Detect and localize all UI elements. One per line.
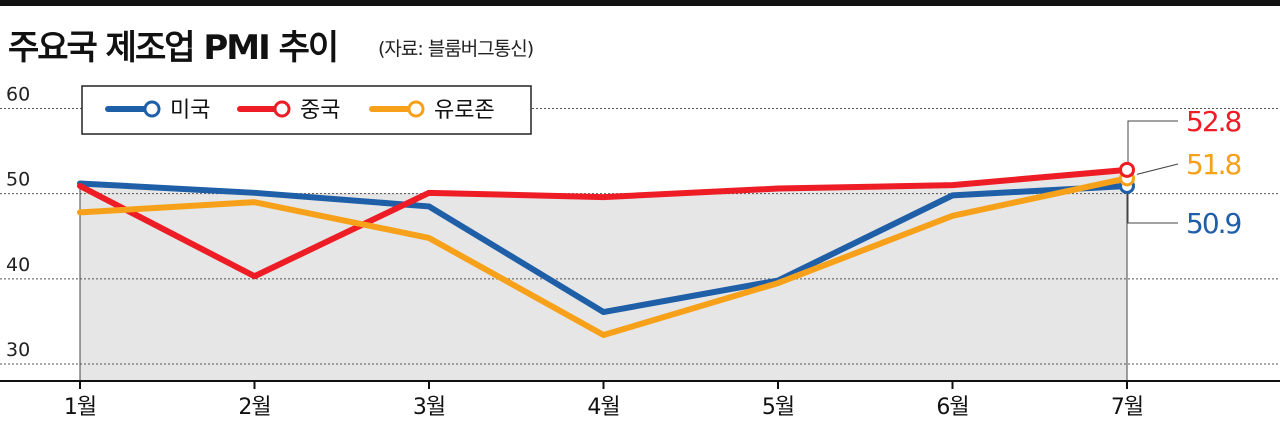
y-tick-label-40: 40 — [6, 254, 30, 276]
chart-source: (자료: 블룸버그통신) — [378, 38, 534, 60]
legend-marker-2 — [407, 100, 425, 118]
chart-title: 주요국 제조업 PMI 추이 — [8, 28, 339, 68]
end-value-label-1: 52.8 — [1186, 105, 1241, 138]
legend-marker-0 — [143, 100, 161, 118]
y-tick-label-60: 60 — [6, 84, 30, 106]
series-line-0 — [77, 180, 1130, 316]
x-tick-label-4: 4월 — [587, 395, 619, 420]
series-line-1 — [77, 166, 1130, 280]
series-line-2 — [77, 175, 1130, 339]
x-tick-label-1: 1월 — [64, 395, 96, 420]
leader-line-2 — [1136, 163, 1179, 175]
top-bar — [0, 0, 1280, 6]
y-tick-label-30: 30 — [6, 339, 30, 361]
end-marker-1 — [1119, 161, 1135, 178]
legend-label-2: 유로존 — [434, 98, 495, 123]
y-tick-label-50: 50 — [6, 169, 30, 191]
x-tick-label-6: 6월 — [936, 395, 968, 420]
x-tick-label-7: 7월 — [1111, 395, 1143, 420]
x-tick-label-5: 5월 — [762, 395, 794, 420]
leader-line-1 — [1127, 120, 1178, 162]
x-tick-label-3: 3월 — [413, 395, 445, 420]
legend-marker-1 — [273, 100, 291, 118]
x-tick-label-2: 2월 — [238, 395, 270, 420]
legend-label-0: 미국 — [170, 98, 210, 123]
leader-line-0 — [1127, 194, 1178, 224]
end-value-label-0: 50.9 — [1186, 207, 1241, 240]
legend-label-1: 중국 — [300, 98, 340, 123]
end-value-label-2: 51.8 — [1186, 148, 1241, 181]
